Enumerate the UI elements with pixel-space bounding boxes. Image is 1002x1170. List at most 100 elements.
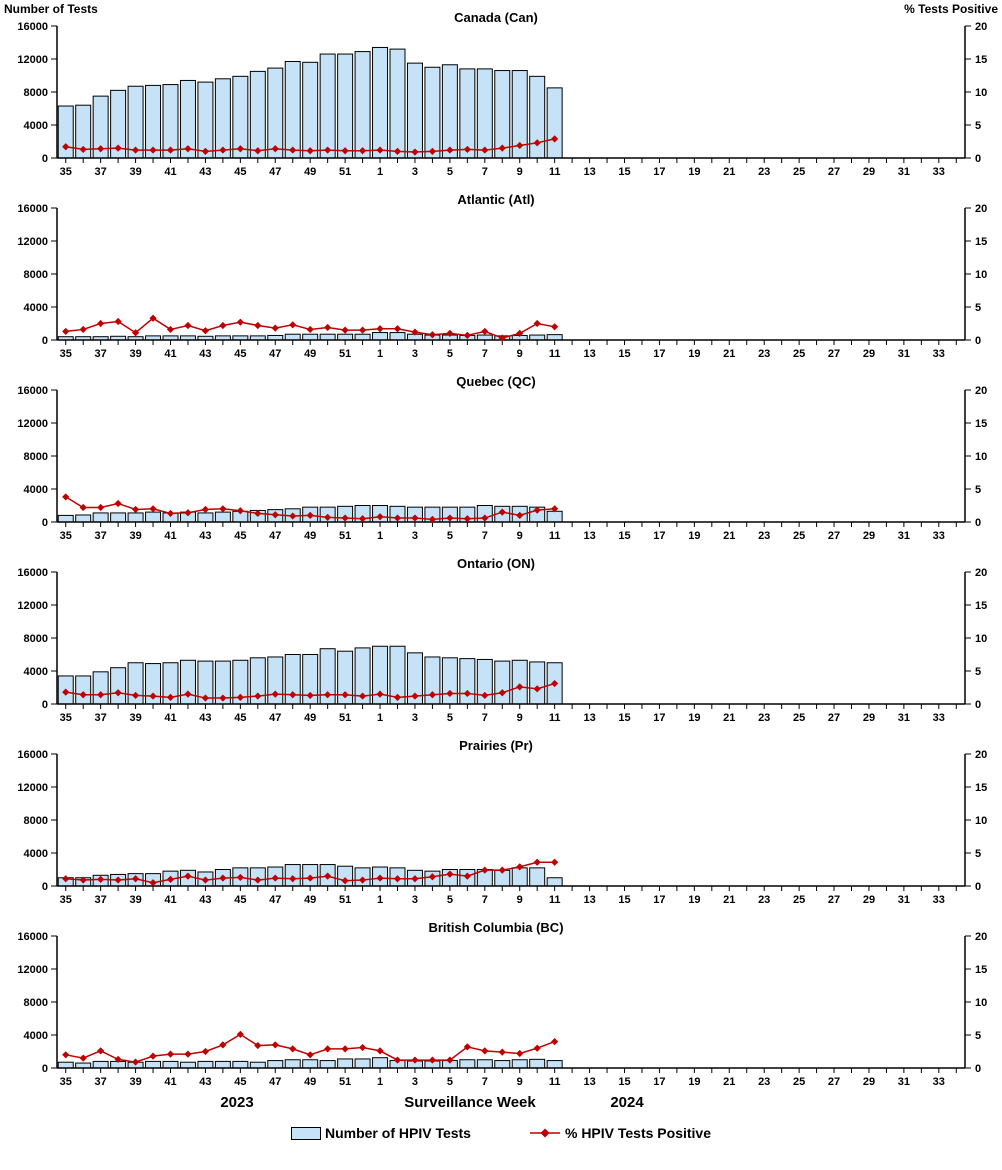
svg-text:29: 29 — [863, 894, 875, 906]
year-2023-label: 2023 — [220, 1094, 254, 1111]
pct-positive-markers — [62, 1030, 559, 1066]
svg-text:11: 11 — [549, 530, 561, 542]
svg-text:0: 0 — [975, 335, 981, 347]
left-axis-header: Number of Tests — [4, 2, 98, 16]
svg-text:5: 5 — [447, 894, 453, 906]
svg-text:15: 15 — [975, 782, 987, 794]
legend-bar-label: Number of HPIV Tests — [324, 1125, 471, 1141]
svg-text:0: 0 — [42, 881, 48, 893]
svg-text:1: 1 — [377, 166, 383, 178]
svg-text:16000: 16000 — [17, 567, 48, 579]
svg-text:39: 39 — [129, 348, 141, 360]
svg-text:5: 5 — [447, 1076, 453, 1088]
svg-text:20: 20 — [975, 21, 987, 33]
svg-text:0: 0 — [975, 153, 981, 165]
svg-text:13: 13 — [583, 348, 595, 360]
svg-text:20: 20 — [975, 385, 987, 397]
svg-text:5: 5 — [975, 1030, 981, 1042]
svg-text:23: 23 — [758, 712, 770, 724]
svg-text:4000: 4000 — [24, 120, 48, 132]
svg-text:43: 43 — [199, 712, 211, 724]
legend-bar-swatch-icon — [290, 1126, 321, 1140]
svg-text:5: 5 — [447, 166, 453, 178]
svg-text:5: 5 — [447, 530, 453, 542]
svg-text:4000: 4000 — [24, 848, 48, 860]
svg-text:15: 15 — [975, 600, 987, 612]
svg-text:35: 35 — [60, 166, 72, 178]
svg-text:33: 33 — [933, 1076, 945, 1088]
svg-text:45: 45 — [234, 530, 246, 542]
x-axis-title: Surveillance Week — [404, 1094, 536, 1111]
svg-text:25: 25 — [793, 530, 805, 542]
svg-text:5: 5 — [447, 348, 453, 360]
svg-text:20: 20 — [975, 203, 987, 215]
svg-text:5: 5 — [975, 848, 981, 860]
svg-text:8000: 8000 — [24, 451, 48, 463]
svg-text:35: 35 — [60, 530, 72, 542]
svg-text:15: 15 — [975, 964, 987, 976]
legend-item-tests: Number of HPIV Tests — [290, 1125, 471, 1141]
svg-text:25: 25 — [793, 1076, 805, 1088]
svg-text:8000: 8000 — [24, 633, 48, 645]
svg-text:51: 51 — [339, 894, 351, 906]
svg-text:16000: 16000 — [17, 203, 48, 215]
svg-text:41: 41 — [164, 894, 176, 906]
svg-text:49: 49 — [304, 530, 316, 542]
svg-text:27: 27 — [828, 166, 840, 178]
svg-text:1: 1 — [377, 712, 383, 724]
pct-positive-markers — [62, 314, 559, 342]
svg-text:29: 29 — [863, 712, 875, 724]
panel-title: Ontario (ON) — [457, 556, 535, 571]
svg-text:29: 29 — [863, 348, 875, 360]
svg-text:43: 43 — [199, 894, 211, 906]
ticks-group — [51, 207, 971, 345]
svg-text:23: 23 — [758, 348, 770, 360]
svg-text:49: 49 — [304, 1076, 316, 1088]
svg-text:0: 0 — [975, 699, 981, 711]
svg-text:51: 51 — [339, 530, 351, 542]
svg-text:9: 9 — [517, 894, 523, 906]
svg-text:49: 49 — [304, 712, 316, 724]
svg-text:9: 9 — [517, 1076, 523, 1088]
svg-text:21: 21 — [723, 1076, 735, 1088]
svg-text:37: 37 — [95, 530, 107, 542]
svg-text:0: 0 — [42, 1063, 48, 1075]
svg-text:23: 23 — [758, 530, 770, 542]
svg-text:21: 21 — [723, 530, 735, 542]
svg-text:47: 47 — [269, 894, 281, 906]
svg-text:1: 1 — [377, 1076, 383, 1088]
svg-text:31: 31 — [898, 712, 910, 724]
svg-text:51: 51 — [339, 166, 351, 178]
svg-text:37: 37 — [95, 166, 107, 178]
bars-group — [57, 645, 563, 705]
svg-text:39: 39 — [129, 530, 141, 542]
svg-text:47: 47 — [269, 712, 281, 724]
svg-text:16000: 16000 — [17, 385, 48, 397]
svg-text:17: 17 — [653, 348, 665, 360]
chart-panel: Prairies (Pr)040008000120001600005101520… — [17, 738, 987, 906]
svg-text:23: 23 — [758, 1076, 770, 1088]
svg-text:20: 20 — [975, 567, 987, 579]
svg-text:0: 0 — [975, 517, 981, 529]
panel-title: Quebec (QC) — [456, 374, 535, 389]
svg-text:10: 10 — [975, 997, 987, 1009]
svg-text:41: 41 — [164, 1076, 176, 1088]
svg-text:15: 15 — [618, 1076, 630, 1088]
svg-text:11: 11 — [549, 894, 561, 906]
svg-text:3: 3 — [412, 348, 418, 360]
svg-text:5: 5 — [975, 484, 981, 496]
svg-text:51: 51 — [339, 1076, 351, 1088]
svg-text:31: 31 — [898, 1076, 910, 1088]
svg-text:20: 20 — [975, 931, 987, 943]
svg-text:17: 17 — [653, 712, 665, 724]
chart-panel: Ontario (ON)0400080001200016000051015203… — [17, 556, 987, 724]
svg-text:25: 25 — [793, 712, 805, 724]
svg-text:43: 43 — [199, 1076, 211, 1088]
svg-text:12000: 12000 — [17, 964, 48, 976]
svg-text:11: 11 — [549, 1076, 561, 1088]
svg-text:47: 47 — [269, 530, 281, 542]
chart-panel: Number of Tests % Tests Positive Canada (C… — [4, 2, 998, 178]
svg-text:33: 33 — [933, 894, 945, 906]
